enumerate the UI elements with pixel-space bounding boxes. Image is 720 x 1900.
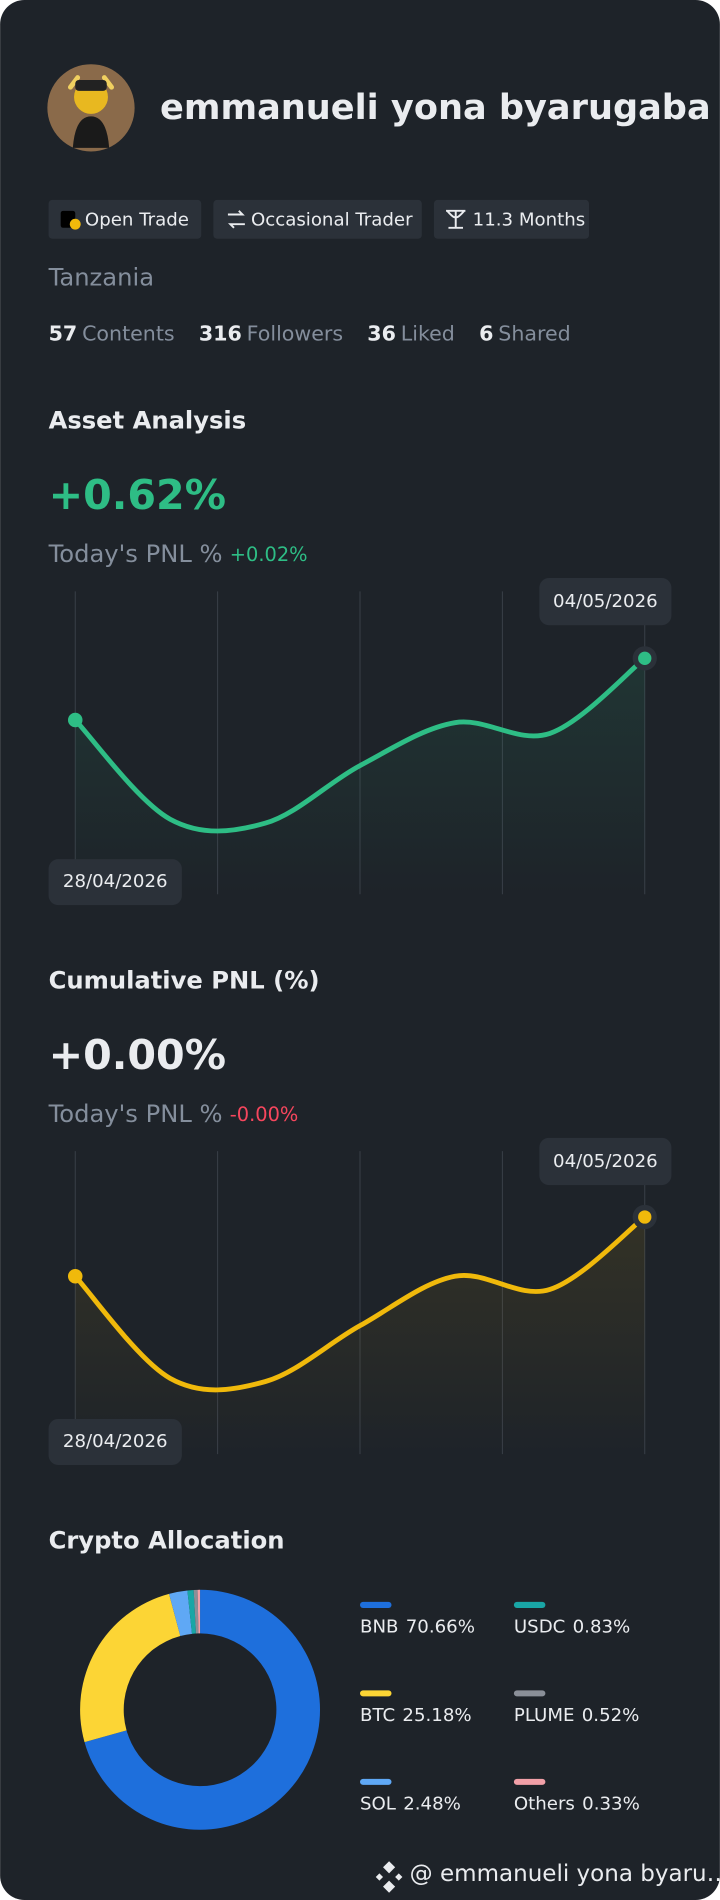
donut-slice [169, 1590, 193, 1637]
donut-slice [187, 1589, 196, 1634]
date-label: 28/04/2026 [63, 871, 168, 892]
legend-name: BNB [360, 1616, 399, 1637]
line-area [75, 658, 645, 895]
section-title: Cumulative PNL (%) [49, 967, 320, 995]
date-tooltip [48, 1418, 182, 1465]
end-dot [638, 1210, 652, 1224]
legend-entry: BNB 70.66% [360, 1616, 475, 1637]
donut-slice [197, 1589, 201, 1634]
legend-name: PLUME [514, 1705, 575, 1726]
stat-value: 316 [199, 321, 242, 345]
stat-value: 57 [49, 321, 78, 345]
badge [213, 199, 422, 239]
stat-value: 36 [367, 321, 396, 345]
legend-swatch [360, 1690, 392, 1697]
legend-entry: BTC 25.18% [360, 1705, 472, 1726]
section-title: Asset Analysis [49, 407, 247, 435]
pnl-label: Today's PNL % [48, 1100, 223, 1128]
line-series [72, 655, 648, 834]
section-title: Crypto Allocation [49, 1526, 285, 1554]
pnl-value: +0.02% [230, 542, 308, 565]
legend-swatch [513, 1778, 546, 1785]
donut-slice [80, 1593, 181, 1743]
end-dot [638, 651, 652, 666]
legend-swatch [513, 1690, 546, 1697]
date-label: 28/04/2026 [63, 1431, 168, 1452]
legend-entry: Others 0.33% [514, 1793, 640, 1814]
pnl-row: Today's PNL % -0.00% [48, 1100, 299, 1128]
legend-entry: USDC 0.83% [514, 1616, 630, 1637]
pnl-label: Today's PNL % [48, 540, 223, 568]
badge-label: 11.3 Months [473, 210, 586, 231]
legend-swatch [360, 1778, 392, 1785]
footer-handle: @ emmanueli yona byaru… [410, 1861, 720, 1887]
pnl-value: -0.00% [230, 1102, 299, 1125]
donut-slice [84, 1589, 321, 1830]
legend-swatch [360, 1601, 392, 1608]
legend-value: 25.18% [402, 1705, 471, 1726]
date-tooltip [48, 859, 182, 906]
badge-label: Open Trade [85, 210, 189, 231]
legend-entry: SOL 2.48% [360, 1793, 461, 1814]
date-label: 04/05/2026 [553, 1151, 658, 1172]
donut-slice [193, 1589, 199, 1634]
stat-label: Followers [247, 321, 343, 345]
legend-name: BTC [360, 1705, 395, 1726]
avatar [47, 64, 135, 152]
badge-label: Occasional Trader [251, 210, 413, 231]
stat-label: Liked [401, 321, 455, 345]
start-dot [67, 712, 83, 728]
stat-label: Shared [498, 321, 570, 345]
badges: Open Trade Occasional Trader 11.3 Months [48, 199, 590, 239]
pnl-row: Today's PNL % +0.02% [48, 540, 308, 568]
user-name: emmanueli yona byarugaba [160, 87, 711, 128]
legend-value: 0.33% [582, 1793, 640, 1814]
line-series [72, 1214, 648, 1393]
badge [433, 199, 590, 239]
legend-swatch [513, 1601, 546, 1608]
headline-value: +0.00% [49, 1031, 226, 1079]
line-area [75, 1217, 645, 1455]
legend-name: USDC [514, 1616, 565, 1637]
legend-value: 0.52% [582, 1705, 640, 1726]
legend-entry: PLUME 0.52% [514, 1705, 640, 1726]
legend-name: Others [514, 1793, 575, 1814]
country: Tanzania [48, 264, 154, 292]
stat-label: Contents [82, 321, 175, 345]
headline-value: +0.62% [49, 471, 226, 519]
legend-value: 70.66% [406, 1616, 475, 1637]
stats-row: 57 Contents 316 Followers 36 Liked 6 Shared [49, 321, 571, 345]
date-tooltip [539, 1137, 672, 1186]
legend-value: 0.83% [573, 1616, 631, 1637]
date-tooltip [539, 577, 672, 626]
stat-value: 6 [479, 321, 493, 345]
legend-name: SOL [360, 1793, 397, 1814]
date-label: 04/05/2026 [553, 591, 658, 612]
badge [48, 199, 202, 239]
legend-value: 2.48% [403, 1793, 461, 1814]
start-dot [67, 1269, 83, 1284]
footer: @ emmanueli yona byaru… [375, 1861, 720, 1893]
